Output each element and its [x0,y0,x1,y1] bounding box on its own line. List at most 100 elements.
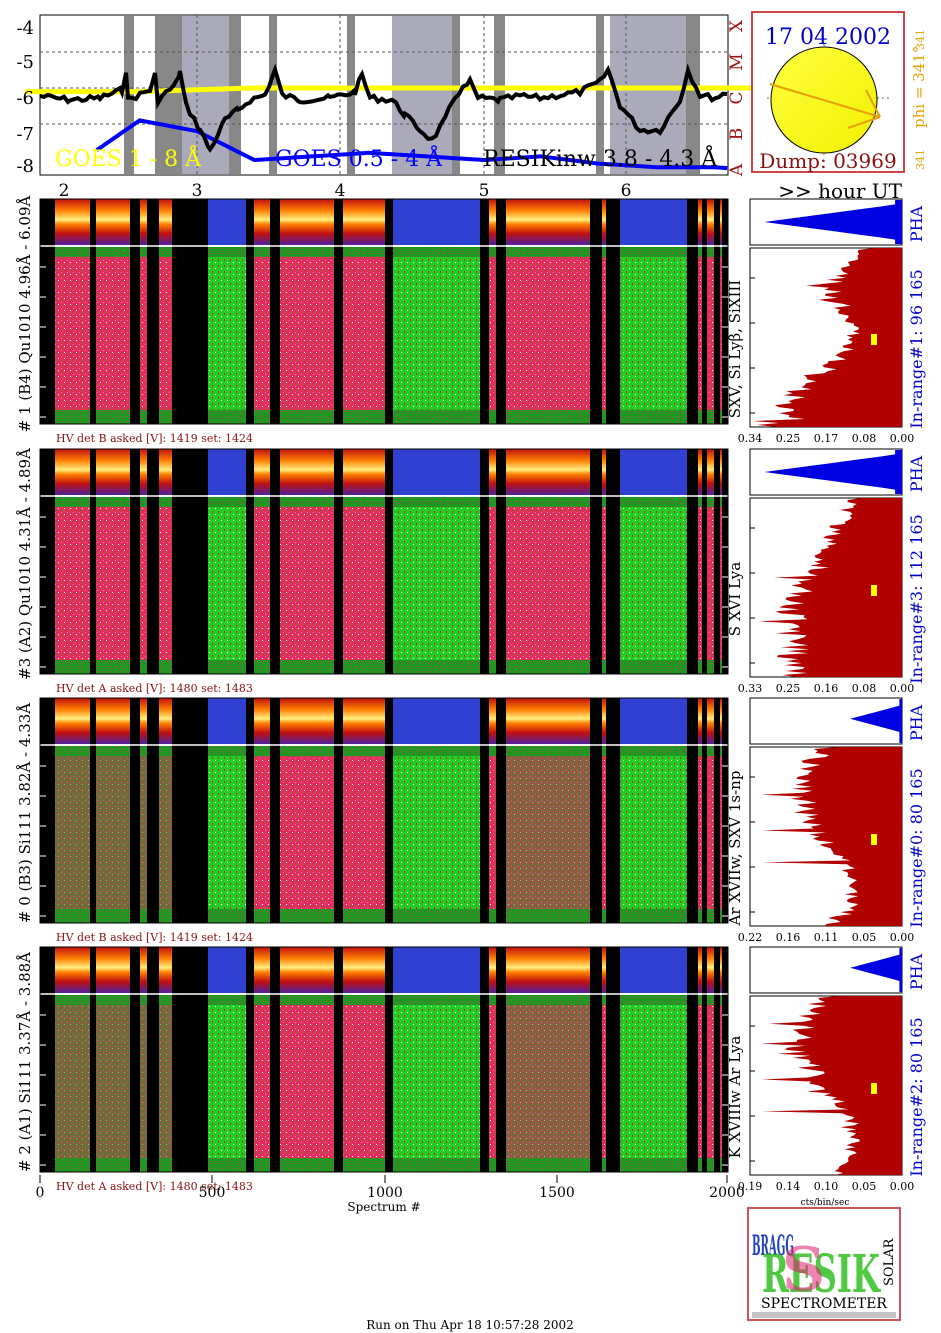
sun-phi-arrowhead [865,89,881,118]
legend-goes-short: GOES 0.5 - 4 Å [275,144,443,172]
line-id-label: SXV, Si Lyβ, SiXIII [726,280,744,419]
goes-panel: -4 -5 -6 -7 -8 X M C B A GOES 1 - 8 Å GO… [16,14,903,203]
goes-class-letter: A [727,163,747,177]
spectrum-panel: HV det B asked [V]: 1419 set: 1424 # 1 (B… [16,196,926,445]
data-gap [722,698,728,923]
data-gap [147,698,159,923]
sun-dump: Dump: 03969 [759,149,896,173]
profile-marker [871,834,877,845]
profile-xtick: 0.08 [852,682,877,695]
data-gap [334,698,343,923]
detector-label: # 0 (B3) Si111 3.82Å - 4.33Å [16,703,34,923]
data-gap [702,449,707,674]
data-gap [40,449,55,674]
spectrogram-edge [40,746,728,756]
goes-class-letter: B [727,128,747,141]
profile-xtick: 0.10 [814,1180,839,1193]
data-gap [722,947,728,1172]
logo-bragg: BRAGG [752,1229,794,1262]
spectrogram-flare [620,497,687,674]
spectrogram-edge [40,995,728,1005]
goes-ytick: -4 [16,18,34,39]
data-gap [90,199,96,424]
in-range-label: In-range#3: 112 165 [907,514,926,683]
profile-xtick: 0.19 [738,1180,763,1193]
data-gap [590,698,602,923]
spectrum-frame [39,946,729,1173]
goes-ytick: -8 [16,156,34,177]
pha-strip-quiet [620,199,687,245]
spectrum-tick: 500 [199,1185,226,1201]
spectrum-frame [39,198,729,425]
pha-histogram [764,200,902,244]
data-gap [702,698,707,923]
goes-shade-dark [686,16,700,174]
profile-xtick: 0.05 [852,931,877,944]
spectrogram-flare [208,995,246,1172]
sun-date: 17 04 2002 [765,25,891,50]
profile-xtick: 0.00 [890,682,915,695]
line-id-label: Ar XVIIw, SXV 1s-np [726,771,744,927]
goes-class-letter: C [727,91,747,104]
data-gap [172,698,208,923]
pha-histogram [850,948,902,992]
pha-strip-quiet [620,698,687,744]
spectrogram-flare [208,497,246,674]
spectrogram-edge [40,909,728,923]
data-gap [90,947,96,1172]
data-gap [714,947,720,1172]
data-gap [480,199,489,424]
pha-label: PHA [907,205,926,242]
data-gap [334,449,343,674]
legend-resik: RESIKinw 3.8 - 4.3 Å [483,144,718,172]
data-gap [385,449,393,674]
data-gap [714,698,720,923]
pha-strip-quiet [393,698,480,744]
pha-histogram [850,699,902,743]
data-gap [270,199,280,424]
detector-label: # 2 (A1) Si111 3.37Å - 3.88Å [16,952,34,1172]
pha-strip-quiet [620,449,687,495]
spectrogram-edge [40,247,728,257]
goes-ytick: -6 [16,88,34,109]
spectrum-panel: HV det A asked [V]: 1480 set: 1483 # 2 (A… [16,946,926,1193]
spectrogram-flare [393,995,480,1172]
hour-tick: 3 [192,181,203,201]
data-gap [496,449,506,674]
profile-xtick: 0.11 [814,931,839,944]
profile-marker [871,585,877,596]
spectrum-axis-label: Spectrum # [347,1200,420,1214]
data-gap [172,947,208,1172]
logo-fineprint [752,1312,896,1318]
data-gap [40,947,55,1172]
detector-label: # 1 (B4) Qu1010 4.96Å - 6.09Å [16,196,34,433]
spectrum-frame [39,697,729,924]
goes-shade-dark [155,16,182,174]
pha-strip-quiet [393,947,480,993]
data-gap [270,698,280,923]
data-gap [606,698,620,923]
spectrum-panel: HV det A asked [V]: 1480 set: 1483 #3 (A2… [16,448,926,695]
data-gap [687,698,698,923]
profile-xtick: 0.17 [814,432,839,445]
data-gap [714,449,720,674]
spectrogram-edge [40,410,728,424]
profile-xtick: 0.22 [738,931,763,944]
legend-goes-long: GOES 1 - 8 Å [55,144,202,172]
hour-tick: 4 [335,181,346,201]
pha-strip-quiet [393,199,480,245]
data-gap [702,199,707,424]
pha-strip-quiet [208,698,246,744]
data-gap [130,698,140,923]
sun-phi-value: 341 [914,29,927,50]
data-gap [246,947,254,1172]
logo-frame [747,1207,901,1321]
hv-label: HV det B asked [V]: 1419 set: 1424 [56,432,253,445]
spectrum-tick: 1000 [367,1185,403,1201]
data-gap [687,449,698,674]
profile-xtick: 0.34 [738,432,763,445]
spectrogram-green-tint [500,1005,600,1158]
data-gap [722,449,728,674]
sun-phi-label: phi = 341° [910,46,928,128]
